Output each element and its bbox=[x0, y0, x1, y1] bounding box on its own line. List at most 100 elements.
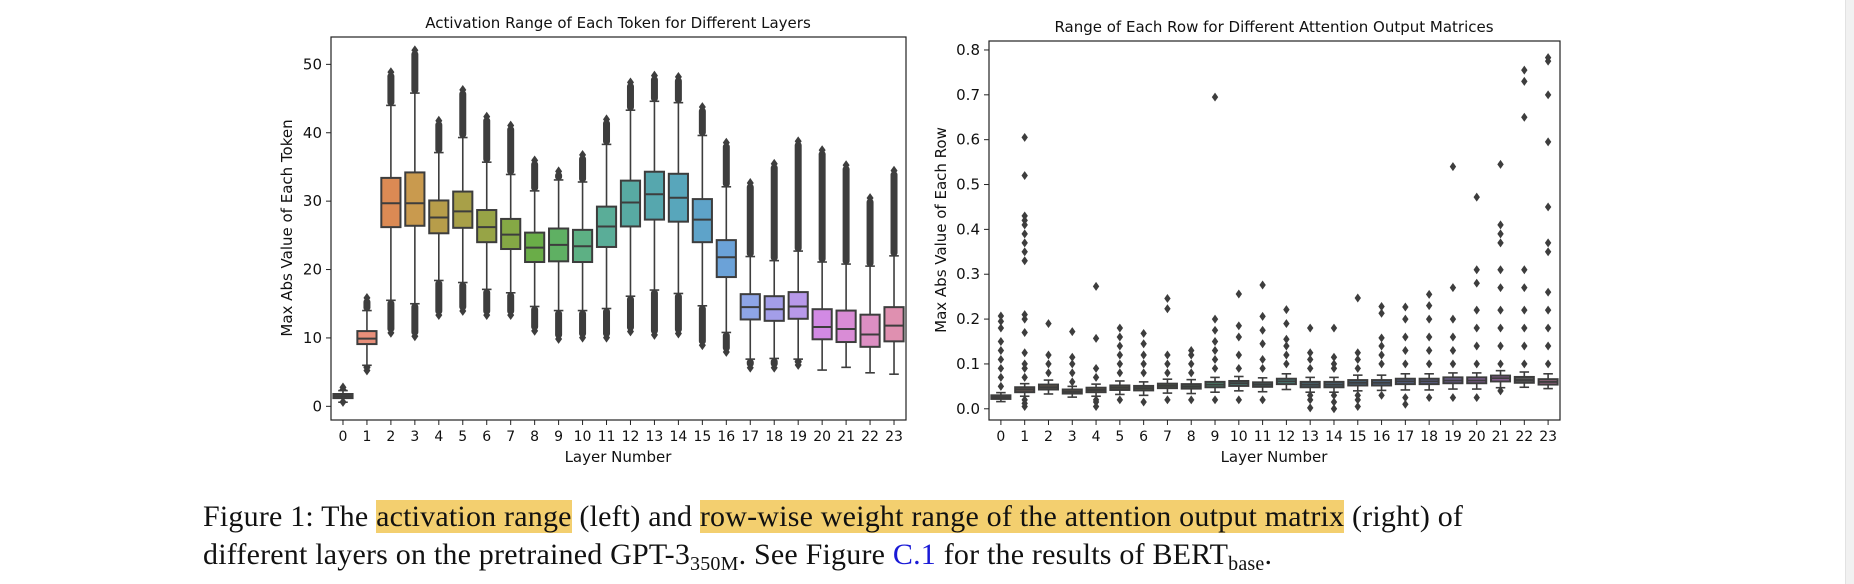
outlier-point bbox=[1211, 363, 1219, 373]
outlier-point bbox=[746, 362, 754, 373]
y-axis-label: Max Abs Value of Each Row bbox=[932, 127, 950, 333]
outlier-point bbox=[890, 165, 898, 176]
box-layer-10 bbox=[1228, 289, 1250, 405]
box-layer-9 bbox=[548, 166, 570, 344]
outlier-point bbox=[363, 365, 371, 376]
highlighted-text[interactable]: row-wise weight range of the attention o… bbox=[699, 500, 1345, 533]
x-tick-label: 14 bbox=[1325, 429, 1343, 445]
outlier-point bbox=[483, 310, 491, 320]
outlier-point bbox=[1116, 359, 1124, 369]
box-layer-11 bbox=[1252, 280, 1274, 405]
x-tick-label: 4 bbox=[434, 429, 443, 445]
caption-prefix: Figure 1: The bbox=[203, 500, 369, 533]
outlier-column-high bbox=[746, 183, 754, 257]
caption-text: . bbox=[1264, 538, 1273, 571]
outlier-point bbox=[1473, 305, 1480, 315]
outlier-point bbox=[1306, 348, 1314, 358]
x-tick-label: 3 bbox=[1068, 429, 1077, 445]
outlier-point bbox=[1354, 390, 1361, 400]
figure-reference-link[interactable]: C.1 bbox=[892, 538, 936, 571]
x-tick-label: 22 bbox=[861, 429, 879, 445]
outlier-point bbox=[1116, 368, 1124, 378]
outlier-column-low bbox=[674, 293, 682, 333]
outlier-point bbox=[1544, 287, 1552, 297]
x-tick-label: 9 bbox=[554, 429, 563, 445]
outlier-point bbox=[1378, 359, 1385, 369]
outlier-point bbox=[579, 150, 587, 160]
iqr-box bbox=[356, 330, 378, 346]
box-layer-15 bbox=[691, 102, 713, 351]
x-tick-label: 15 bbox=[1349, 429, 1367, 445]
outlier-point bbox=[1521, 265, 1528, 275]
x-tick-label: 4 bbox=[1092, 429, 1101, 445]
outlier-point bbox=[1021, 359, 1028, 369]
outlier-point bbox=[1449, 359, 1457, 369]
outlier-point bbox=[531, 325, 539, 336]
outlier-point bbox=[1116, 332, 1124, 342]
outlier-point bbox=[1449, 345, 1457, 355]
outlier-point bbox=[1045, 359, 1052, 369]
outlier-point bbox=[1021, 372, 1028, 382]
outlier-point bbox=[1449, 162, 1457, 172]
x-tick-label: 5 bbox=[458, 429, 467, 445]
outlier-point bbox=[1521, 305, 1528, 315]
outlier-point bbox=[1378, 341, 1385, 351]
outlier-point bbox=[997, 311, 1005, 321]
outlier-point bbox=[997, 345, 1005, 355]
outlier-point bbox=[1306, 395, 1314, 405]
outlier-column-high bbox=[411, 51, 419, 94]
box-layer-3 bbox=[404, 45, 426, 342]
x-tick-label: 8 bbox=[530, 429, 539, 445]
outlier-point bbox=[722, 137, 730, 148]
box-layer-2 bbox=[1037, 319, 1059, 395]
highlighted-text[interactable]: activation range bbox=[376, 500, 572, 533]
outlier-point bbox=[1259, 363, 1266, 373]
outlier-point bbox=[1354, 354, 1361, 364]
outlier-point bbox=[1259, 311, 1266, 321]
x-tick-label: 5 bbox=[1115, 429, 1124, 445]
outlier-point bbox=[1544, 323, 1552, 333]
outlier-point bbox=[1021, 363, 1028, 373]
outlier-point bbox=[555, 166, 563, 177]
outlier-point bbox=[1140, 350, 1147, 360]
x-tick-label: 21 bbox=[837, 429, 855, 445]
outlier-point bbox=[1425, 301, 1433, 311]
left-boxplot-activation-range: Activation Range of Each Token for Diffe… bbox=[278, 14, 907, 466]
outlier-point bbox=[1235, 395, 1243, 405]
subscript: base bbox=[1228, 553, 1265, 575]
x-tick-label: 13 bbox=[1301, 429, 1319, 445]
outlier-point bbox=[842, 160, 850, 171]
outlier-point bbox=[997, 323, 1005, 333]
outlier-point bbox=[1306, 363, 1314, 373]
outlier-point bbox=[1283, 359, 1290, 369]
outlier-column-low bbox=[603, 308, 611, 337]
outlier-point bbox=[507, 310, 515, 320]
outlier-point bbox=[1330, 390, 1338, 400]
page-scrollbar[interactable] bbox=[1845, 0, 1854, 584]
outlier-point bbox=[459, 85, 467, 95]
box-layer-12 bbox=[1275, 305, 1297, 391]
outlier-column-low bbox=[626, 296, 634, 331]
outlier-point bbox=[770, 362, 778, 373]
box-layer-8 bbox=[524, 155, 546, 336]
outlier-point bbox=[1069, 377, 1076, 387]
outlier-point bbox=[435, 310, 443, 320]
box-layer-9 bbox=[1204, 92, 1226, 405]
outlier-point bbox=[1259, 354, 1266, 364]
outlier-point bbox=[1354, 363, 1361, 373]
outlier-point bbox=[1330, 359, 1338, 369]
outlier-column-low bbox=[650, 290, 658, 334]
outlier-point bbox=[626, 77, 634, 88]
box-layer-8 bbox=[1180, 345, 1202, 405]
x-tick-label: 21 bbox=[1492, 429, 1510, 445]
outlier-point bbox=[1425, 359, 1433, 369]
outlier-point bbox=[1449, 283, 1457, 293]
outlier-point bbox=[1021, 229, 1028, 239]
box-layer-22 bbox=[1513, 65, 1535, 389]
outlier-point bbox=[674, 72, 682, 82]
outlier-point bbox=[1354, 395, 1361, 405]
box-layer-4 bbox=[428, 115, 450, 320]
box-layer-1 bbox=[1014, 132, 1036, 412]
outlier-point bbox=[1449, 393, 1457, 403]
x-tick-label: 23 bbox=[885, 429, 903, 445]
